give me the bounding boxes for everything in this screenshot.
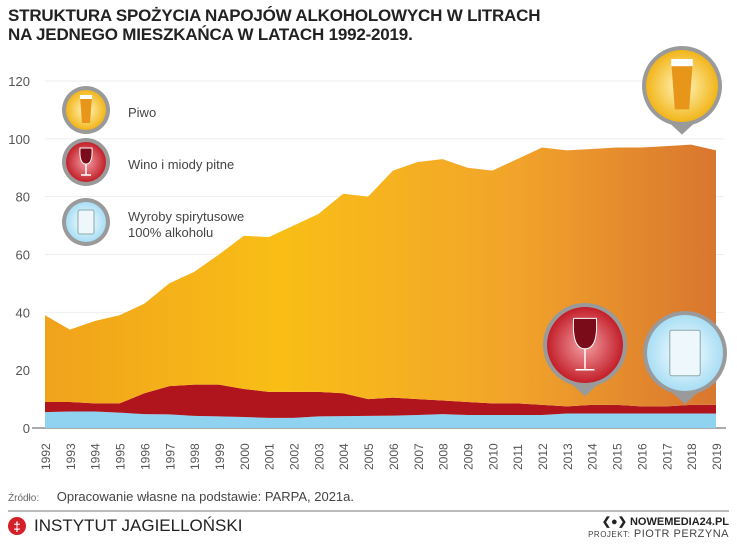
title-line-2: NA JEDNEGO MIESZKAŃCA W LATACH 1992-2019…	[8, 25, 413, 44]
source-text: Opracowanie własne na podstawie: PARPA, …	[56, 489, 354, 504]
legend-beer-label: Piwo	[128, 105, 157, 120]
legend-spirits-line-1: Wyroby spirytusowe	[128, 209, 245, 224]
area-wine	[45, 384, 716, 418]
y-tick-label: 0	[23, 421, 30, 436]
source-label: Źródło:	[8, 493, 40, 504]
x-tick-label: 1993	[64, 443, 78, 470]
area-spirits	[45, 411, 716, 428]
x-tick-label: 1992	[39, 443, 53, 470]
x-tick-label: 2007	[412, 443, 426, 470]
x-tick-label: 2001	[263, 443, 277, 470]
x-tick-label: 1998	[188, 443, 202, 470]
x-tick-label: 2010	[486, 443, 500, 470]
x-tick-label: 2018	[685, 443, 699, 470]
source: Źródło: Opracowanie własne na podstawie:…	[8, 489, 354, 504]
x-tick-label: 1996	[138, 443, 152, 470]
x-tick-label: 2004	[337, 443, 351, 470]
footer-divider	[8, 510, 729, 512]
x-tick-label: 2013	[561, 443, 575, 470]
y-tick-label: 100	[8, 132, 30, 147]
institute-name: INSTYTUT JAGIELLOŃSKI	[34, 516, 243, 535]
institute-logo-icon: ‡	[8, 517, 26, 535]
x-tick-label: 2016	[635, 443, 649, 470]
institute-brand: ‡ INSTYTUT JAGIELLOŃSKI	[8, 516, 242, 536]
x-tick-label: 2015	[611, 443, 625, 470]
y-tick-label: 20	[16, 363, 30, 378]
chart: 1992 1993 1994 1995 1996 1997 1998 1999 2000 2001…	[8, 46, 727, 470]
spirits-marker-icon	[643, 311, 727, 405]
x-tick-label: 1999	[213, 443, 227, 470]
x-tick-label: 1995	[114, 443, 128, 470]
legend-beer-icon	[62, 86, 110, 134]
site-name: NOWEMEDIA24.PL	[629, 516, 729, 528]
title-line-1: STRUKTURA SPOŻYCIA NAPOJÓW ALKOHOLOWYCH …	[8, 6, 541, 25]
x-tick-label: 2003	[312, 443, 326, 470]
x-tick-label: 1994	[89, 443, 103, 470]
x-tick-label: 2005	[362, 443, 376, 470]
x-tick-label: 2014	[586, 443, 600, 470]
x-tick-label: 2012	[536, 443, 550, 470]
nowemedia-logo-icon: ❮●❯	[601, 516, 630, 528]
x-tick-label: 2011	[511, 444, 525, 470]
project-name: PIOTR PERZYNA	[633, 528, 729, 540]
legend-spirits-label: Wyroby spirytusowe 100% alkoholu	[128, 209, 244, 241]
legend-wine-icon	[62, 138, 110, 186]
x-tick-label: 2000	[238, 443, 252, 470]
publisher-brand: ❮●❯ NOWEMEDIA24.PL PROJEKT: PIOTR PERZYN…	[588, 515, 729, 540]
y-tick-label: 120	[8, 74, 30, 89]
x-tick-label: 2019	[710, 443, 724, 470]
y-tick-label: 60	[16, 248, 30, 263]
legend-spirits-line-2: 100% alkoholu	[128, 225, 214, 240]
y-tick-label: 40	[16, 305, 30, 320]
wine-marker-icon	[543, 303, 627, 397]
x-tick-label: 2009	[461, 443, 475, 470]
project-label: PROJEKT:	[588, 530, 631, 539]
x-tick-label: 2017	[660, 443, 674, 470]
legend-spirits-icon	[62, 198, 110, 246]
y-tick-label: 80	[16, 190, 30, 205]
x-tick-label: 2002	[288, 443, 302, 470]
x-tick-label: 2008	[437, 443, 451, 470]
chart-title: STRUKTURA SPOŻYCIA NAPOJÓW ALKOHOLOWYCH …	[8, 6, 540, 44]
beer-marker-icon	[642, 46, 722, 135]
x-tick-label: 2006	[387, 443, 401, 470]
x-tick-label: 1997	[163, 443, 177, 470]
legend-wine-label: Wino i miody pitne	[128, 157, 235, 172]
